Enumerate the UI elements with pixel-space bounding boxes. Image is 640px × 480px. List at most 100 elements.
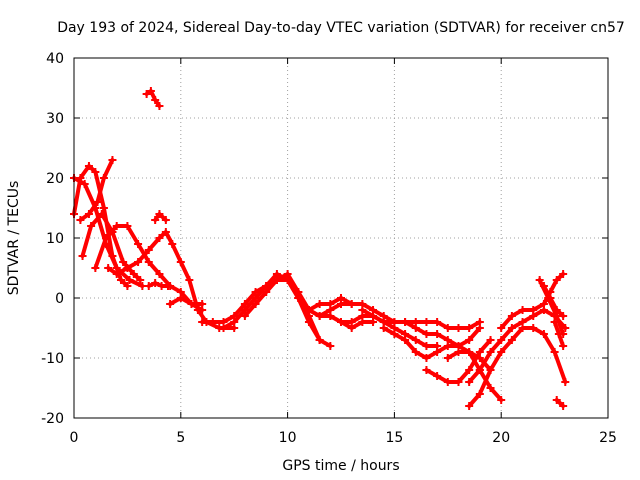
data-point-marker (443, 378, 452, 386)
data-point-marker (315, 300, 324, 308)
series-track (392, 320, 493, 372)
data-point-marker (433, 330, 442, 338)
series-arc-18 (379, 324, 484, 362)
data-point-marker (304, 306, 313, 314)
data-point-marker (134, 258, 143, 266)
data-point-marker (546, 294, 555, 302)
data-point-marker (176, 258, 185, 266)
data-point-marker (422, 366, 431, 374)
series-track (168, 296, 205, 312)
data-point-marker (97, 210, 106, 218)
data-point-marker (559, 312, 568, 320)
data-point-marker (443, 324, 452, 332)
data-point-marker (134, 240, 143, 248)
series-arc-8 (144, 279, 172, 290)
data-point-marker (390, 330, 399, 338)
data-point-marker (433, 318, 442, 326)
data-point-marker (497, 348, 506, 356)
data-point-marker (433, 348, 442, 356)
data-point-marker (422, 330, 431, 338)
data-point-marker (411, 348, 420, 356)
data-point-marker (272, 276, 281, 284)
data-point-marker (93, 198, 102, 206)
series-arc-28 (552, 396, 568, 410)
data-point-marker (155, 270, 164, 278)
data-point-marker (208, 318, 217, 326)
data-point-marker (347, 300, 356, 308)
data-point-marker (390, 318, 399, 326)
data-point-marker (144, 282, 153, 290)
data-point-marker (465, 402, 474, 410)
data-point-marker (185, 276, 194, 284)
data-point-marker (294, 288, 303, 296)
data-point-marker (142, 90, 151, 98)
x-tick-label: 0 (70, 430, 79, 446)
series-track (221, 272, 322, 342)
data-point-marker (422, 318, 431, 326)
data-point-marker (507, 336, 516, 344)
data-point-marker (465, 324, 474, 332)
data-point-marker (422, 354, 431, 362)
data-point-marker (507, 312, 516, 320)
data-point-marker (240, 312, 249, 320)
data-point-marker (486, 366, 495, 374)
data-point-marker (104, 264, 113, 272)
data-point-marker (539, 300, 548, 308)
series-arc-9 (151, 210, 170, 224)
series-arc-27 (550, 318, 568, 350)
data-point-marker (465, 366, 474, 374)
data-point-marker (539, 282, 548, 290)
data-point-marker (155, 210, 164, 218)
data-point-marker (411, 336, 420, 344)
data-point-marker (144, 258, 153, 266)
data-point-marker (550, 318, 559, 326)
data-point-marker (144, 246, 153, 254)
data-point-marker (507, 324, 516, 332)
data-point-marker (168, 240, 177, 248)
y-axis-label: SDTVAR / TECUs (6, 181, 22, 296)
series-layer (70, 87, 570, 410)
data-point-marker (535, 276, 544, 284)
data-point-marker (251, 300, 260, 308)
series-track (541, 284, 566, 318)
x-tick-label: 25 (599, 430, 617, 446)
series-arc-20 (422, 336, 495, 386)
data-point-marker (550, 348, 559, 356)
data-point-marker (347, 318, 356, 326)
data-point-marker (161, 228, 170, 236)
data-point-marker (219, 324, 228, 332)
x-tick-label: 20 (492, 430, 510, 446)
y-tick-label: 0 (55, 291, 64, 307)
data-point-marker (151, 216, 160, 224)
data-point-marker (475, 324, 484, 332)
x-tick-label: 15 (385, 430, 403, 446)
series-arc-5 (91, 222, 207, 308)
data-point-marker (529, 324, 538, 332)
data-point-marker (123, 282, 132, 290)
data-point-marker (166, 300, 175, 308)
data-point-marker (91, 264, 100, 272)
plot-frame (73, 57, 609, 419)
data-point-marker (112, 222, 121, 230)
grid-layer (74, 58, 608, 418)
data-point-marker (518, 306, 527, 314)
data-point-marker (151, 279, 160, 287)
data-point-marker (475, 390, 484, 398)
data-point-marker (283, 270, 292, 278)
y-tick-label: 10 (46, 231, 64, 247)
y-tick-label: 20 (46, 171, 64, 187)
data-point-marker (87, 222, 96, 230)
data-point-marker (497, 396, 506, 404)
data-point-marker (454, 324, 463, 332)
data-point-marker (151, 96, 160, 104)
data-point-marker (443, 354, 452, 362)
data-point-marker (99, 174, 108, 182)
data-point-marker (123, 222, 132, 230)
data-point-marker (486, 348, 495, 356)
data-point-marker (465, 348, 474, 356)
ticks-layer: 0 5 10 15 20 25 -20 -10 0 10 20 30 40 (41, 51, 617, 446)
data-point-marker (337, 318, 345, 326)
series-track (467, 308, 568, 384)
data-point-marker (401, 318, 410, 326)
